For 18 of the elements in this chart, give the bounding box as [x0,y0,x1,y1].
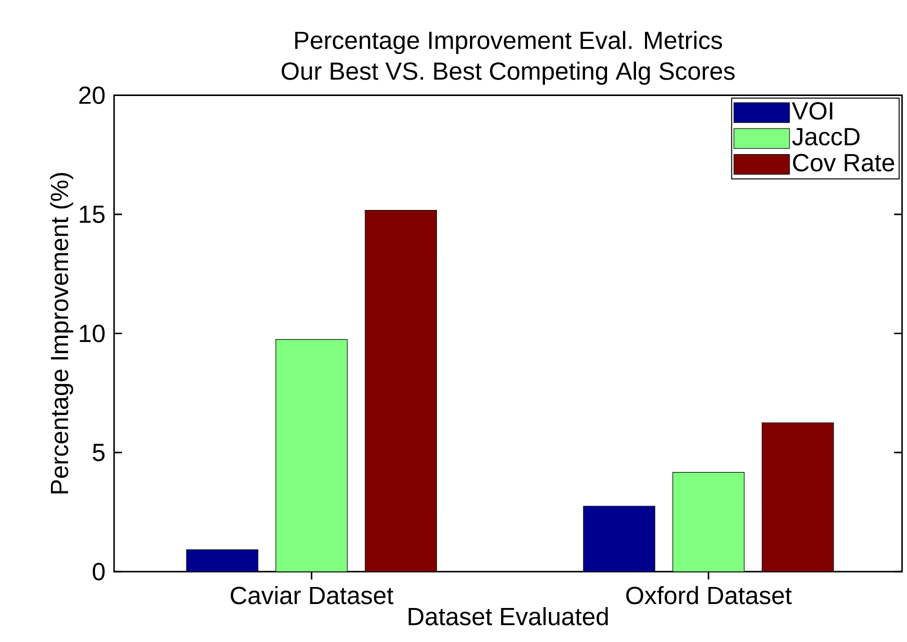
y-axis-title: Percentage Improvement (%) [50,172,74,494]
bar [762,422,834,572]
x-tick-label: Caviar Dataset [230,586,394,604]
chart-title: Percentage Improvement Eval. Metrics [295,30,722,54]
y-tick-label: 5 [92,444,105,462]
bar [186,549,258,572]
bar [364,210,437,572]
y-tick-label: 10 [80,324,105,342]
x-axis-title: Dataset Evaluated [408,607,608,626]
y-tick-label: 0 [92,562,105,580]
legend-label: VOI [792,102,832,120]
y-tick-label: 20 [79,86,105,104]
y-tick-label: 15 [80,206,105,223]
legend-label: Cov Rate [793,154,894,172]
chart-subtitle: Our Best VS. Best Competing Alg Scores [282,62,735,85]
bar [583,506,656,572]
legend-label: JaccD [792,128,860,146]
x-tick-label: Oxford Dataset [626,586,792,604]
